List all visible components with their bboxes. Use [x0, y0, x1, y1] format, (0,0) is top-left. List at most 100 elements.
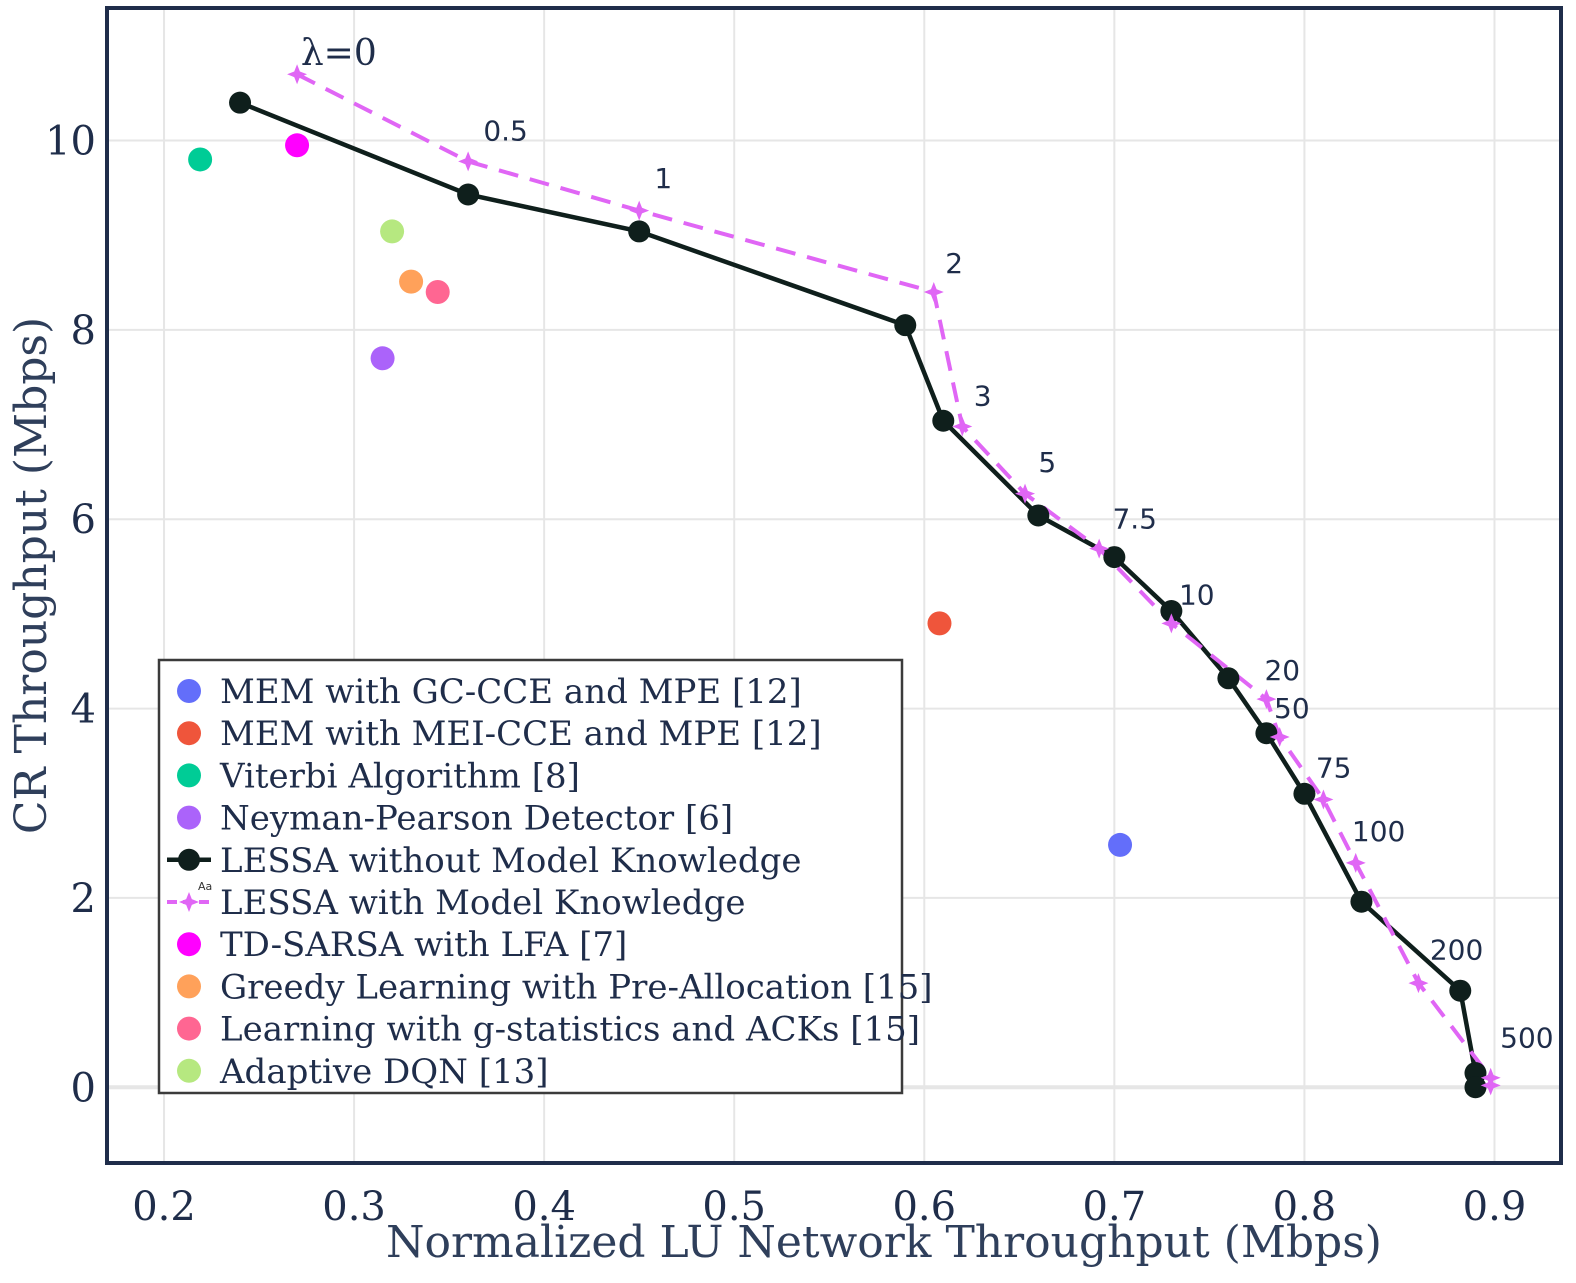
point-td-sarsa-with-lfa-7	[285, 133, 310, 158]
star-marker	[1345, 852, 1366, 873]
lambda-label: 5	[1038, 446, 1056, 479]
legend: MEM with GC-CCE and MPE [12]MEM with MEI…	[157, 658, 933, 1095]
legend-box	[157, 658, 904, 1095]
x-tick-label: 0.5	[702, 1184, 766, 1230]
legend-items: MEM with GC-CCE and MPE [12]MEM with MEI…	[167, 672, 933, 1092]
lambda-label: 0.5	[483, 115, 528, 148]
point-mem-with-gc-cce-and-mpe-12	[1108, 832, 1133, 857]
circle-marker	[1255, 722, 1278, 745]
y-tick-label: 4	[71, 687, 96, 733]
star-marker	[458, 151, 479, 172]
legend-marker	[178, 848, 200, 871]
legend-item-learning-with-g-statistics-and-acks-15: Learning with g-statistics and ACKs [15]	[177, 1010, 920, 1050]
circle-marker	[1464, 1076, 1487, 1099]
lambda-label: 50	[1274, 692, 1310, 725]
legend-label: MEM with MEI-CCE and MPE [12]	[220, 714, 822, 754]
legend-marker	[177, 1058, 201, 1083]
legend-label: Learning with g-statistics and ACKs [15]	[220, 1010, 920, 1050]
legend-marker	[177, 932, 201, 957]
circle-marker	[1217, 667, 1240, 690]
lambda-label: 500	[1500, 1022, 1553, 1055]
y-axis-title: CR Throughput (Mbps)	[6, 317, 57, 834]
star-marker	[629, 200, 650, 221]
markers-lessa-with-model-knowledge	[287, 64, 1501, 1096]
star-marker	[287, 64, 308, 85]
legend-icon-text: Aa	[198, 880, 212, 893]
y-tick-label: 10	[45, 119, 96, 165]
y-tick-label: 8	[71, 308, 96, 354]
circle-marker	[1160, 600, 1183, 623]
legend-item-lessa-without-model-knowledge: LESSA without Model Knowledge	[167, 841, 802, 881]
star-marker	[1015, 483, 1036, 504]
circle-marker	[932, 409, 955, 432]
lambda-label: λ=0	[301, 33, 377, 74]
x-tick-label: 0.6	[892, 1184, 956, 1230]
circle-marker	[1103, 546, 1126, 569]
point-mem-with-mei-cce-and-mpe-12	[927, 611, 952, 636]
x-axis-ticks: 0.2 0.3 0.4 0.5 0.6 0.7 0.8 0.9	[132, 1184, 1526, 1230]
x-tick-label: 0.3	[322, 1184, 386, 1230]
legend-item-greedy-learning-with-pre-allocation-15: Greedy Learning with Pre-Allocation [15]	[177, 967, 933, 1007]
legend-item-td-sarsa-with-lfa-7: TD-SARSA with LFA [7]	[177, 925, 627, 965]
y-axis-ticks: 0 2 4 6 8 10	[45, 119, 96, 1112]
lambda-label: 3	[974, 380, 992, 413]
star-marker	[1161, 613, 1182, 634]
point-adaptive-dqn-13	[380, 219, 405, 244]
x-tick-label: 0.9	[1463, 1184, 1527, 1230]
legend-item-mem-with-gc-cce-and-mpe-12: MEM with GC-CCE and MPE [12]	[177, 672, 802, 712]
point-neyman-pearson-detector-6	[370, 346, 395, 371]
star-marker	[1256, 689, 1277, 710]
lambda-label: 7.5	[1112, 503, 1157, 536]
legend-label: Adaptive DQN [13]	[219, 1052, 549, 1092]
circle-marker	[457, 183, 480, 206]
legend-label: LESSA with Model Knowledge	[220, 883, 745, 923]
star-marker	[1480, 1075, 1501, 1096]
legend-marker	[177, 763, 201, 788]
legend-label: LESSA without Model Knowledge	[220, 841, 802, 881]
circle-marker	[229, 91, 252, 114]
lambda-label: 10	[1179, 578, 1215, 611]
y-tick-label: 2	[71, 876, 96, 922]
x-axis-title: Normalized LU Network Throughput (Mbps)	[386, 1217, 1382, 1268]
legend-label: TD-SARSA with LFA [7]	[220, 925, 627, 965]
y-tick-label: 0	[71, 1065, 96, 1111]
circle-marker	[1350, 890, 1373, 913]
legend-item-viterbi-algorithm-8: Viterbi Algorithm [8]	[177, 756, 580, 796]
star-marker	[1269, 726, 1290, 747]
x-tick-label: 0.4	[512, 1184, 576, 1230]
legend-marker	[177, 805, 201, 830]
lambda-label: 2	[945, 247, 963, 280]
lambda-label: 1	[654, 162, 672, 195]
star-marker	[1408, 973, 1429, 994]
legend-label: MEM with GC-CCE and MPE [12]	[220, 672, 802, 712]
legend-label: Neyman-Pearson Detector [6]	[220, 799, 733, 839]
circle-marker	[1449, 979, 1472, 1002]
point-learning-with-g-statistics-and-acks-15	[425, 280, 450, 305]
point-viterbi-algorithm-8	[188, 147, 213, 172]
x-tick-label: 0.8	[1273, 1184, 1337, 1230]
point-greedy-learning-with-pre-allocation-15	[399, 269, 424, 294]
star-marker	[1089, 538, 1110, 559]
circle-marker	[894, 314, 917, 337]
legend-marker	[179, 892, 199, 912]
lambda-label: 100	[1352, 815, 1405, 848]
x-tick-label: 0.7	[1083, 1184, 1147, 1230]
lambda-label: 200	[1430, 933, 1483, 966]
circle-marker	[1027, 504, 1050, 527]
markers-lessa-without-model-knowledge	[229, 91, 1487, 1099]
legend-item-mem-with-mei-cce-and-mpe-12: MEM with MEI-CCE and MPE [12]	[177, 714, 822, 754]
lambda-label: 75	[1316, 752, 1352, 785]
legend-label: Greedy Learning with Pre-Allocation [15]	[220, 967, 933, 1007]
legend-marker	[177, 974, 201, 999]
y-tick-label: 6	[71, 497, 96, 543]
star-marker	[952, 416, 973, 437]
star-marker	[1313, 789, 1334, 810]
legend-label: Viterbi Algorithm [8]	[219, 756, 580, 796]
star-marker	[923, 282, 944, 303]
circle-marker	[628, 220, 651, 243]
legend-marker	[177, 1016, 201, 1041]
legend-item-neyman-pearson-detector-6: Neyman-Pearson Detector [6]	[177, 799, 733, 839]
legend-marker	[177, 679, 201, 703]
legend-item-adaptive-dqn-13: Adaptive DQN [13]	[177, 1052, 549, 1092]
